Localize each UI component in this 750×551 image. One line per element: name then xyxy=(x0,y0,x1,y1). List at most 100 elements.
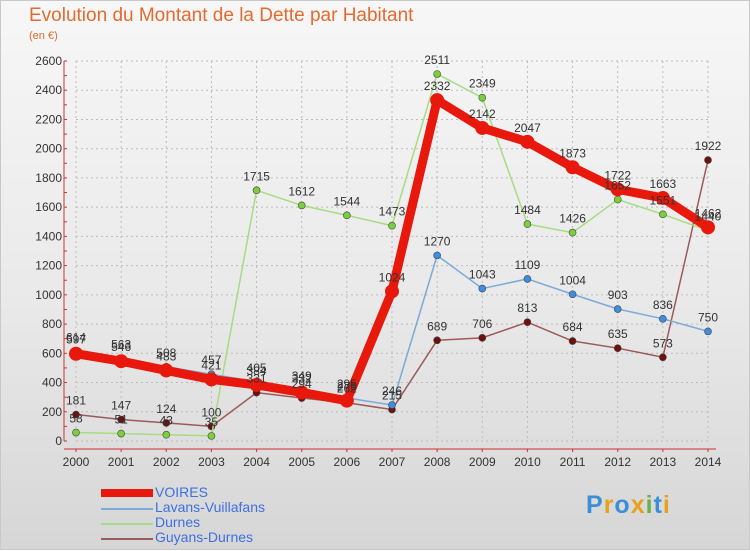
data-point-lavans-vuillafans xyxy=(613,305,622,313)
data-point-voires xyxy=(339,393,354,408)
data-label-durnes: 2511 xyxy=(424,53,450,67)
data-label-voires: 1663 xyxy=(650,177,677,191)
proxiti-logo: Proxiti xyxy=(586,491,671,520)
data-point-guyans-durnes xyxy=(659,353,667,362)
y-tick-label: 800 xyxy=(42,317,62,331)
data-point-voires xyxy=(475,120,490,135)
logo-letter: P xyxy=(586,491,604,519)
y-tick-label: 600 xyxy=(42,346,62,360)
data-point-durnes xyxy=(523,220,532,228)
y-tick-label: 200 xyxy=(42,405,62,419)
data-label-lavans-vuillafans: 246 xyxy=(382,384,402,398)
data-point-voires xyxy=(159,363,174,378)
data-label-durnes: 1484 xyxy=(514,203,541,217)
data-point-durnes xyxy=(297,201,306,210)
legend-swatch-guyans-durnes xyxy=(101,538,153,540)
x-tick-label: 2000 xyxy=(63,455,90,469)
data-label-durnes: 58 xyxy=(69,412,83,426)
data-label-durnes: 35 xyxy=(205,415,219,429)
data-label-voires: 384 xyxy=(247,364,267,378)
logo-letter: i xyxy=(662,491,671,519)
data-label-voires: 597 xyxy=(66,333,86,347)
data-point-guyans-durnes xyxy=(704,156,712,164)
data-label-durnes: 1612 xyxy=(288,184,315,198)
x-tick-label: 2003 xyxy=(198,455,225,469)
y-tick-label: 2200 xyxy=(35,112,62,126)
data-point-lavans-vuillafans xyxy=(659,315,667,323)
data-label-durnes: 1440 xyxy=(695,210,722,224)
data-label-durnes: 1473 xyxy=(379,205,406,219)
data-point-voires xyxy=(701,220,715,235)
data-point-lavans-vuillafans xyxy=(523,275,532,283)
data-label-durnes: 2349 xyxy=(469,77,496,91)
data-label-durnes: 1652 xyxy=(604,179,631,193)
data-point-voires xyxy=(114,354,129,369)
data-point-durnes xyxy=(659,210,667,219)
data-point-lavans-vuillafans xyxy=(388,401,396,409)
x-tick-label: 2012 xyxy=(604,455,631,469)
x-tick-label: 2007 xyxy=(379,455,406,469)
data-point-guyans-durnes xyxy=(433,336,441,345)
data-point-voires xyxy=(294,385,309,400)
data-label-guyans-durnes: 294 xyxy=(292,377,312,391)
data-point-voires xyxy=(610,182,625,197)
data-label-durnes: 1544 xyxy=(334,194,361,208)
data-label-guyans-durnes: 147 xyxy=(111,399,131,413)
data-point-durnes xyxy=(252,186,261,195)
data-label-lavans-vuillafans: 563 xyxy=(111,338,131,352)
data-label-lavans-vuillafans: 508 xyxy=(156,346,176,360)
data-point-lavans-vuillafans xyxy=(478,284,487,293)
data-label-voires: 1722 xyxy=(604,168,631,182)
x-tick-label: 2008 xyxy=(424,455,451,469)
y-tick-label: 1800 xyxy=(35,171,62,185)
y-tick-label: 1600 xyxy=(35,200,62,214)
data-label-guyans-durnes: 181 xyxy=(66,394,86,408)
logo-letter: i xyxy=(645,491,654,519)
data-label-guyans-durnes: 689 xyxy=(427,319,447,333)
data-point-durnes xyxy=(568,228,577,237)
legend-swatch-durnes xyxy=(101,523,153,525)
data-point-durnes xyxy=(207,432,216,440)
data-point-lavans-vuillafans xyxy=(568,290,577,299)
data-point-guyans-durnes xyxy=(478,334,487,342)
data-label-voires: 546 xyxy=(111,340,131,354)
data-point-voires xyxy=(204,372,219,387)
data-label-lavans-vuillafans: 457 xyxy=(201,353,221,367)
data-point-guyans-durnes xyxy=(162,419,171,427)
legend-label-durnes: Durnes xyxy=(155,514,201,530)
data-point-guyans-durnes xyxy=(117,415,125,424)
data-label-guyans-durnes: 100 xyxy=(201,405,221,419)
data-label-lavans-vuillafans: 1043 xyxy=(469,268,496,282)
y-tick-label: 2400 xyxy=(35,83,62,97)
data-label-guyans-durnes: 124 xyxy=(156,402,176,416)
data-label-lavans-vuillafans: 836 xyxy=(653,298,673,312)
data-label-lavans-vuillafans: 614 xyxy=(66,330,86,344)
data-point-durnes xyxy=(162,430,171,439)
data-point-guyans-durnes xyxy=(613,344,622,352)
data-label-lavans-vuillafans: 349 xyxy=(292,369,312,383)
data-label-guyans-durnes: 573 xyxy=(653,336,673,350)
x-tick-label: 2004 xyxy=(243,455,270,469)
data-label-voires: 1024 xyxy=(379,270,406,284)
data-point-voires xyxy=(385,284,399,299)
data-point-voires xyxy=(565,160,580,175)
data-label-guyans-durnes: 1922 xyxy=(695,139,722,153)
data-point-guyans-durnes xyxy=(568,337,577,345)
logo-letter: o xyxy=(614,491,631,519)
data-label-lavans-vuillafans: 903 xyxy=(608,288,628,302)
chart-unit-label: (en €) xyxy=(29,30,58,42)
data-label-lavans-vuillafans: 1004 xyxy=(559,273,586,287)
data-point-lavans-vuillafans xyxy=(704,327,712,336)
data-point-durnes xyxy=(388,221,396,230)
data-point-guyans-durnes xyxy=(523,318,532,326)
data-label-guyans-durnes: 262 xyxy=(337,382,357,396)
data-label-guyans-durnes: 684 xyxy=(563,320,583,334)
data-point-lavans-vuillafans xyxy=(433,251,441,260)
data-label-voires: 276 xyxy=(337,380,357,394)
x-tick-label: 2006 xyxy=(334,455,361,469)
x-tick-label: 2005 xyxy=(288,455,315,469)
data-point-voires xyxy=(249,377,264,392)
x-tick-label: 2011 xyxy=(560,455,586,469)
data-point-durnes xyxy=(72,428,80,437)
